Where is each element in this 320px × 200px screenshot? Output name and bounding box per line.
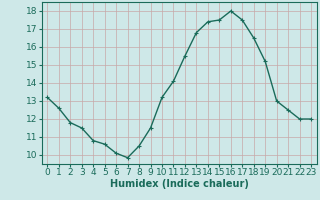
X-axis label: Humidex (Indice chaleur): Humidex (Indice chaleur) — [110, 179, 249, 189]
